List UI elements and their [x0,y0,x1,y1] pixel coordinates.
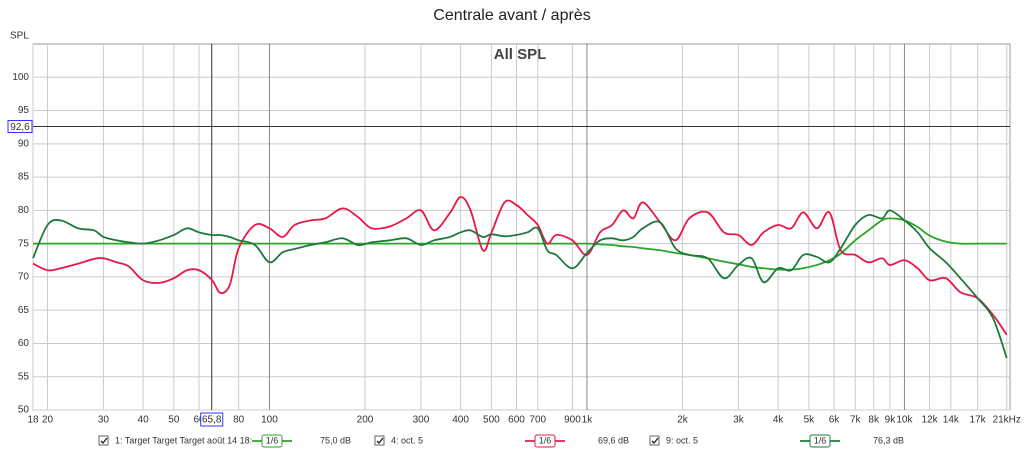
x-tick-label: 100 [261,415,278,426]
x-tick-label: 60 [193,415,205,426]
x-tick-label: 5k [804,415,816,426]
x-tick-label: 700 [529,415,546,426]
legend-check [100,437,108,444]
x-tick-label: 9k [885,415,897,426]
legend-smoothing: 1/6 [266,435,279,445]
cursor-box [200,412,224,427]
x-tick-label: 3k [733,415,745,426]
x-tick-label: 4k [773,415,785,426]
x-tick-label: 300 [413,415,430,426]
legend-checkbox [374,435,385,446]
y-tick-label: 60 [18,338,30,349]
x-tick-label: 80 [233,415,245,426]
x-tick-label: 20 [42,415,54,426]
y-tick-label: 85 [18,172,30,183]
subtitle: All SPL [494,46,547,63]
x-tick-label: 21kHz [993,415,1021,426]
series-line [32,209,1008,359]
legend-label: 1: Target Target Target août 14 18: [115,435,252,445]
legend-check [376,437,384,444]
y-axis-label: SPL [10,31,29,42]
legend-level: 69,6 dB [598,435,629,445]
series-line [32,196,1008,336]
x-tick-label: 10k [896,415,913,426]
legend-smoothing-box [809,434,831,448]
legend-checkbox [98,435,109,446]
legend-smoothing-box [534,434,556,448]
x-tick-label: 500 [483,415,500,426]
x-tick-label: 1k [582,415,594,426]
series-line [32,217,1007,271]
y-tick-label: 90 [18,138,30,149]
legend-checkbox [649,435,660,446]
legend-smoothing: 1/6 [539,435,552,445]
y-tick-label: 75 [18,238,30,249]
x-tick-label: 50 [168,415,180,426]
legend-level: 75,0 dB [320,435,351,445]
chart-title: Centrale avant / après [433,7,590,24]
x-tick-label: 200 [357,415,374,426]
y-tick-label: 100 [12,72,29,83]
legend-smoothing: 1/6 [814,435,827,445]
legend-check [651,437,659,444]
y-tick-label: 55 [18,371,30,382]
x-tick-label: 7k [850,415,862,426]
x-tick-label: 18 [27,415,39,426]
cursor-label: 65,8 [202,415,222,426]
legend-smoothing-box [261,434,283,448]
x-tick-label: 8k [868,415,880,426]
x-tick-label: 40 [138,415,150,426]
y-tick-label: 50 [18,405,30,416]
legend-label: 4: oct. 5 [391,435,423,445]
x-tick-label: 17k [970,415,987,426]
x-tick-label: 400 [452,415,469,426]
x-tick-label: 900 [564,415,581,426]
x-tick-label: 600 [508,415,525,426]
x-tick-label: 14k [943,415,960,426]
x-tick-label: 2k [677,415,689,426]
y-tick-label: 95 [18,105,30,116]
y-tick-label: 65 [18,305,30,316]
cursor-label: 92,6 [10,122,30,133]
y-tick-label: 80 [18,205,30,216]
y-tick-label: 70 [18,272,30,283]
x-tick-label: 12k [922,415,939,426]
plot-frame [32,43,1011,411]
legend-label: 9: oct. 5 [666,435,698,445]
legend-level: 76,3 dB [873,435,904,445]
cursor-box [7,120,33,134]
x-tick-label: 30 [98,415,110,426]
x-tick-label: 6k [829,415,841,426]
